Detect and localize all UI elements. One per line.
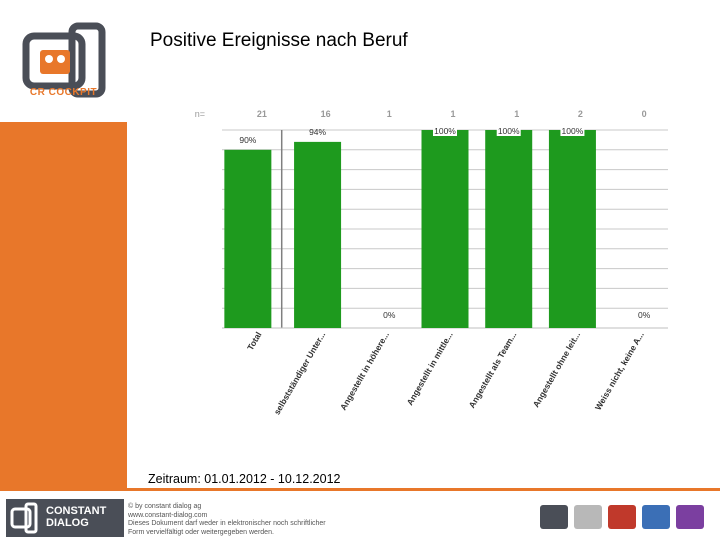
dialog-research-icon	[676, 505, 704, 529]
copyright-text: © by constant dialog ag www.constant-dia…	[128, 503, 326, 537]
sidebar: CR COCKPIT	[0, 0, 127, 488]
page-title: Positive Ereignisse nach Beruf	[150, 30, 408, 51]
value-label: 100%	[434, 126, 456, 136]
category-label: Angestellt in höhere...	[338, 330, 391, 412]
brand-icons	[540, 505, 704, 529]
copyright-line: Form vervielfältigt oder weitergegeben w…	[128, 528, 274, 536]
dialog-development-icon	[642, 505, 670, 529]
value-label: 0%	[383, 310, 396, 320]
value-label-bg	[433, 126, 457, 136]
copyright-line: Dieses Dokument darf weder in elektronis…	[128, 520, 326, 527]
bar	[548, 130, 596, 328]
n-value: 2	[578, 109, 583, 119]
value-label-bg	[496, 126, 521, 136]
logo-text: CR COCKPIT	[29, 87, 98, 98]
value-label: 100%	[498, 126, 520, 136]
n-value: 1	[450, 109, 455, 119]
period-label: Zeitraum: 01.01.2012 - 10.12.2012	[148, 472, 341, 486]
cr-cockpit-icon	[540, 505, 568, 529]
copyright-line: www.constant-dialog.com	[128, 511, 208, 519]
sidebar-decoration	[0, 122, 127, 488]
category-label: Total	[245, 330, 264, 352]
value-label-bg	[560, 126, 585, 136]
value-label: 100%	[562, 126, 584, 136]
vocomedia-icon	[608, 505, 636, 529]
n-value: 1	[387, 109, 392, 119]
footer: CONSTANT DIALOG © by constant dialog ag …	[0, 488, 720, 543]
n-value: 0	[642, 109, 647, 119]
dialog-icon	[574, 505, 602, 529]
n-value: 16	[321, 109, 331, 119]
cr-cockpit-logo-icon	[22, 22, 106, 98]
bar	[421, 130, 469, 328]
n-value: 21	[257, 109, 267, 119]
n-value: 1	[514, 109, 519, 119]
category-label: Angestellt als Team...	[467, 330, 519, 410]
category-label: Weiss nicht, keine A...	[593, 330, 646, 412]
category-label: Angestellt in mittle...	[405, 330, 455, 407]
footer-logo-text-2: DIALOG	[46, 517, 89, 529]
constant-dialog-logo: CONSTANT DIALOG	[6, 499, 124, 537]
value-label: 94%	[309, 127, 326, 137]
category-label: Angestellt ohne leit...	[531, 330, 582, 409]
value-label: 90%	[239, 135, 256, 145]
copyright-line: © by constant dialog ag	[128, 503, 202, 510]
footer-logo-text-1: CONSTANT	[46, 505, 107, 517]
bar	[294, 141, 342, 328]
bar	[485, 130, 533, 328]
category-label: selbstständiger Unter...	[272, 330, 328, 416]
constant-dialog-icon	[10, 502, 38, 534]
value-label: 0%	[638, 310, 651, 320]
bar	[224, 149, 272, 328]
n-label: n=	[195, 109, 205, 119]
